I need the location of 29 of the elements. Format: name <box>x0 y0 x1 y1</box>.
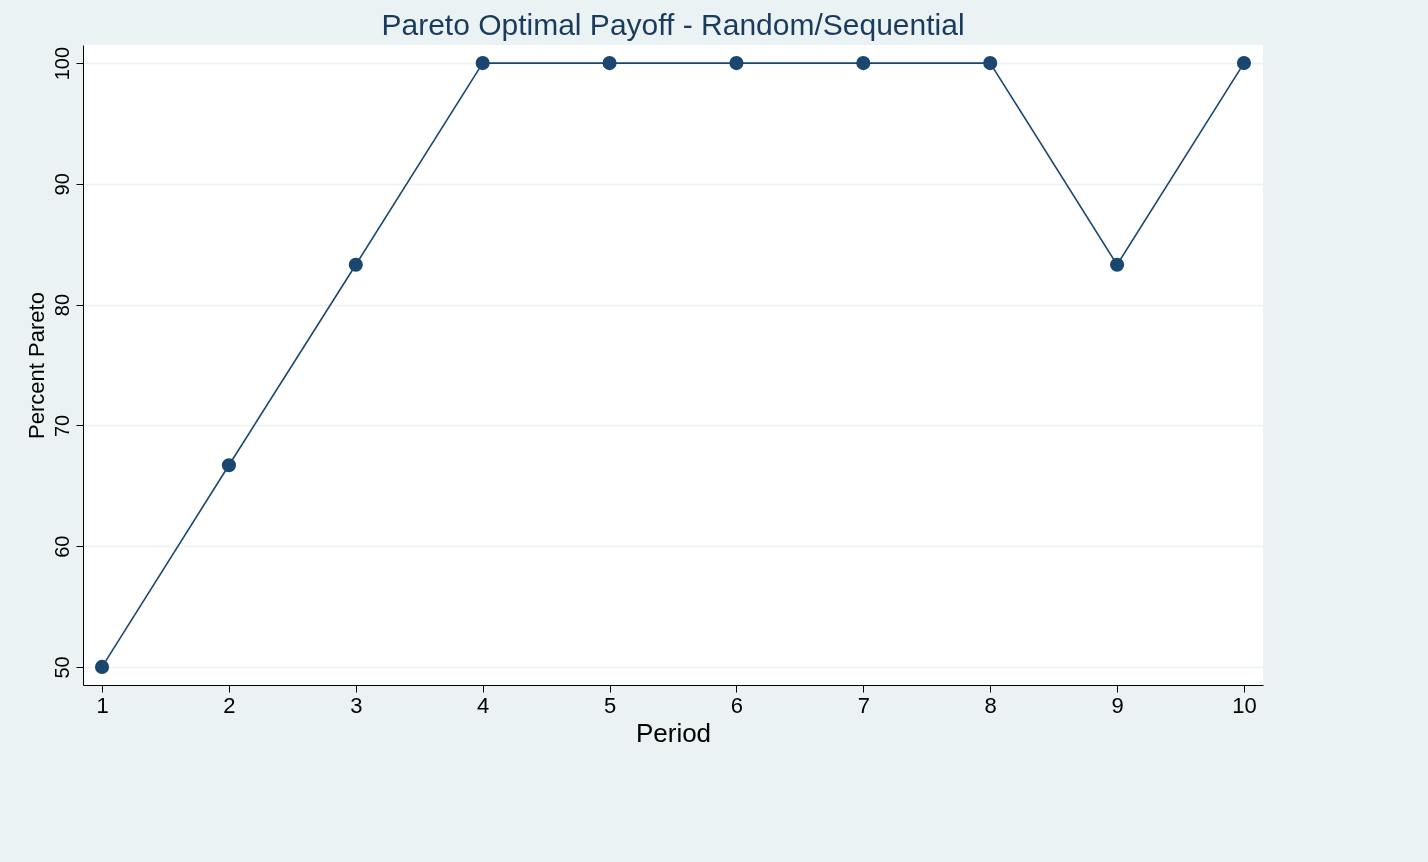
x-tick-label: 10 <box>1232 692 1257 718</box>
point <box>856 56 871 71</box>
y-tick-label: 60 <box>50 535 73 558</box>
x-tick-label: 7 <box>857 692 870 718</box>
y-tick-label: 100 <box>50 46 73 81</box>
y-tick-label: 80 <box>50 294 73 317</box>
point <box>1110 257 1125 272</box>
point <box>602 56 617 71</box>
y-tick-label: 50 <box>50 656 73 679</box>
point <box>729 56 744 71</box>
point <box>221 458 236 473</box>
x-tick-label: 9 <box>1111 692 1124 718</box>
x-tick-label: 3 <box>350 692 363 718</box>
x-tick-label: 5 <box>603 692 617 718</box>
point <box>94 659 110 674</box>
y-tick-label: 90 <box>50 173 73 196</box>
x-tick-label: 4 <box>477 692 490 718</box>
point <box>475 56 490 71</box>
x-tick-label: 1 <box>96 692 109 718</box>
point <box>983 56 998 71</box>
y-axis-title: Percent Pareto <box>23 292 49 439</box>
y-tick-label: 70 <box>50 414 73 437</box>
point <box>1236 56 1252 71</box>
x-tick-label: 6 <box>730 692 744 718</box>
x-tick-label: 2 <box>223 692 236 718</box>
chart-title: Pareto Optimal Payoff - Random/Sequential <box>381 8 965 41</box>
x-tick-label: 8 <box>984 692 997 718</box>
x-axis-title: Period <box>635 717 712 748</box>
point <box>348 257 363 272</box>
